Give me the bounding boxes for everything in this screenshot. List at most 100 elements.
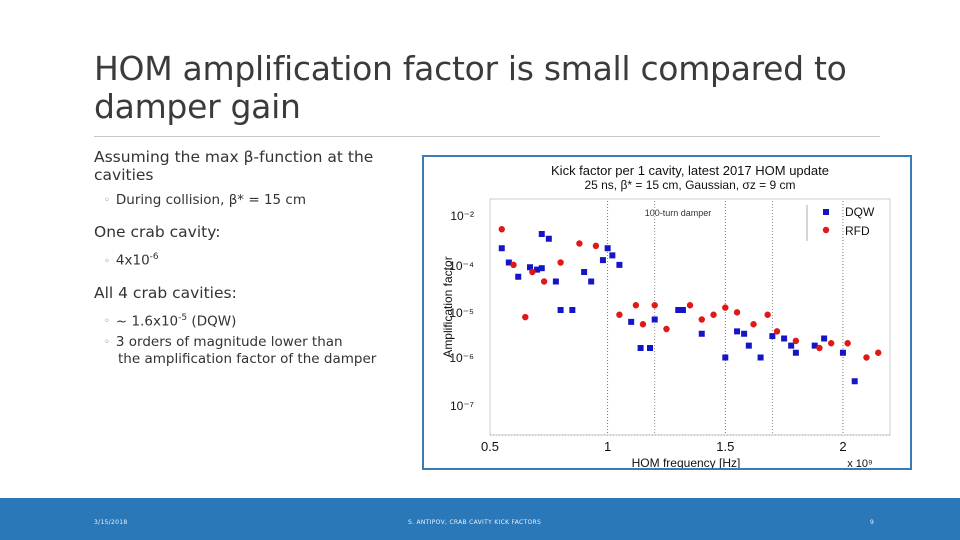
rfd-point <box>540 278 548 285</box>
title-divider <box>94 136 880 137</box>
sub-bullet-all-cavities-value: ◦ ~ 1.6x10-5 (DQW) <box>104 312 237 330</box>
rfd-point <box>510 261 517 269</box>
x-tick-label: 2 <box>839 439 846 454</box>
rfd-point <box>522 313 529 321</box>
bullet-circle-icon: ◦ <box>104 195 110 206</box>
dqw-point <box>757 354 764 361</box>
dqw-point <box>515 273 522 280</box>
dqw-point <box>821 335 828 342</box>
bullet-list: Assuming the max β-function at the cavit… <box>94 148 414 382</box>
dqw-point <box>637 345 644 351</box>
legend-rfd-marker <box>822 226 830 234</box>
dqw-point <box>675 307 682 313</box>
dqw-point <box>628 318 635 325</box>
rfd-point <box>792 337 800 345</box>
rfd-point <box>875 349 882 356</box>
bullet-circle-icon: ◦ <box>104 255 110 267</box>
y-tick-label: 10⁻² <box>450 209 474 223</box>
dqw-point <box>839 349 846 356</box>
bullet-beta-function: Assuming the max β-function at the cavit… <box>94 148 374 184</box>
rfd-point <box>816 344 823 352</box>
rfd-point <box>632 302 640 309</box>
dqw-point <box>781 335 788 342</box>
chart-legend: DQW RFD <box>806 205 875 241</box>
rfd-point <box>616 311 623 318</box>
legend-dqw-marker <box>823 209 829 215</box>
rfd-point <box>557 259 564 266</box>
x-tick-label: 1 <box>604 439 611 454</box>
bullet-circle-icon: ◦ <box>104 316 110 327</box>
dqw-point <box>538 265 545 272</box>
dqw-point <box>545 235 552 242</box>
x-multiplier-label: x 10⁹ <box>847 458 873 468</box>
dqw-point <box>581 269 588 275</box>
kick-factor-chart: Kick factor per 1 cavity, latest 2017 HO… <box>422 155 912 470</box>
rfd-point <box>686 302 694 309</box>
dqw-point <box>505 259 512 266</box>
plot-area: 0.5 1 1.5 2 10⁻² 10⁻⁴ 10⁻⁵ 10⁻⁶ 10⁻⁷ <box>449 198 891 454</box>
legend-rfd-label: RFD <box>845 224 870 238</box>
rfd-point <box>750 321 757 328</box>
rfd-point <box>651 302 658 309</box>
y-tick-label: 10⁻⁶ <box>449 351 474 365</box>
dqw-point <box>557 307 564 313</box>
footer-author: S. ANTIPOV, CRAB CAVITY KICK FACTORS <box>408 519 542 526</box>
y-tick-label: 10⁻⁵ <box>449 306 474 320</box>
x-axis-label: HOM frequency [Hz] <box>632 456 741 468</box>
rfd-point <box>592 242 600 250</box>
plot-frame <box>489 198 891 436</box>
dqw-point <box>498 245 505 252</box>
dqw-point <box>651 316 658 323</box>
dqw-point <box>552 278 559 285</box>
rfd-point <box>827 340 835 347</box>
bullet-one-crab-cavity: One crab cavity: <box>94 223 221 241</box>
rfd-point <box>698 316 705 323</box>
dqw-point <box>741 330 748 337</box>
sub-bullet-collision: ◦ During collision, β* = 15 cm <box>104 192 306 208</box>
x-tick-label: 0.5 <box>481 439 499 454</box>
dqw-point <box>616 261 623 268</box>
sub-bullet-one-cavity-value: ◦ 4x10-6 <box>104 252 159 269</box>
dqw-point <box>745 342 752 349</box>
footer-bar: 3/15/2018 S. ANTIPOV, CRAB CAVITY KICK F… <box>0 498 960 540</box>
dqw-point <box>527 264 533 271</box>
dqw-point <box>534 266 541 273</box>
rfd-point <box>663 325 670 333</box>
dqw-point <box>769 333 776 340</box>
slide-title: HOM amplification factor is small compar… <box>94 49 847 126</box>
rfd-point <box>576 240 583 247</box>
dqw-point <box>604 245 611 252</box>
chart-subtitle: 25 ns, β* = 15 cm, Gaussian, σz = 9 cm <box>584 178 795 192</box>
rfd-point <box>773 328 781 335</box>
bullet-circle-icon: ◦ <box>104 337 110 348</box>
dqw-point <box>734 328 741 335</box>
dqw-point <box>788 342 795 349</box>
dqw-point <box>722 354 729 361</box>
sub-bullet-orders-lower: ◦ 3 orders of magnitude lower than the am… <box>104 334 377 367</box>
dqw-point <box>609 252 616 259</box>
rfd-point <box>722 304 729 311</box>
dqw-point <box>538 231 545 237</box>
dqw-point <box>698 330 705 337</box>
rfd-point <box>863 354 870 361</box>
y-tick-label: 10⁻⁴ <box>449 259 474 273</box>
dqw-point <box>792 349 799 356</box>
chart-title: Kick factor per 1 cavity, latest 2017 HO… <box>551 163 829 178</box>
rfd-point <box>498 226 505 233</box>
legend-dqw-label: DQW <box>845 205 875 219</box>
bullet-all-crab-cavities: All 4 crab cavities: <box>94 283 237 302</box>
chart-svg: Kick factor per 1 cavity, latest 2017 HO… <box>441 163 891 468</box>
footer-date: 3/15/2018 <box>94 519 128 526</box>
rfd-point <box>733 309 741 316</box>
y-tick-label: 10⁻⁷ <box>450 399 474 413</box>
x-tick-label: 1.5 <box>716 439 734 454</box>
rfd-point <box>639 321 647 328</box>
rfd-point <box>529 268 536 276</box>
y-axis-label: Amplification factor <box>441 256 455 357</box>
dqw-point <box>679 307 686 313</box>
dqw-point <box>569 307 576 313</box>
dqw-point <box>811 342 818 349</box>
footer-page-number: 9 <box>870 519 875 526</box>
rfd-point <box>764 311 771 318</box>
damper-annotation: 100-turn damper <box>645 208 712 218</box>
